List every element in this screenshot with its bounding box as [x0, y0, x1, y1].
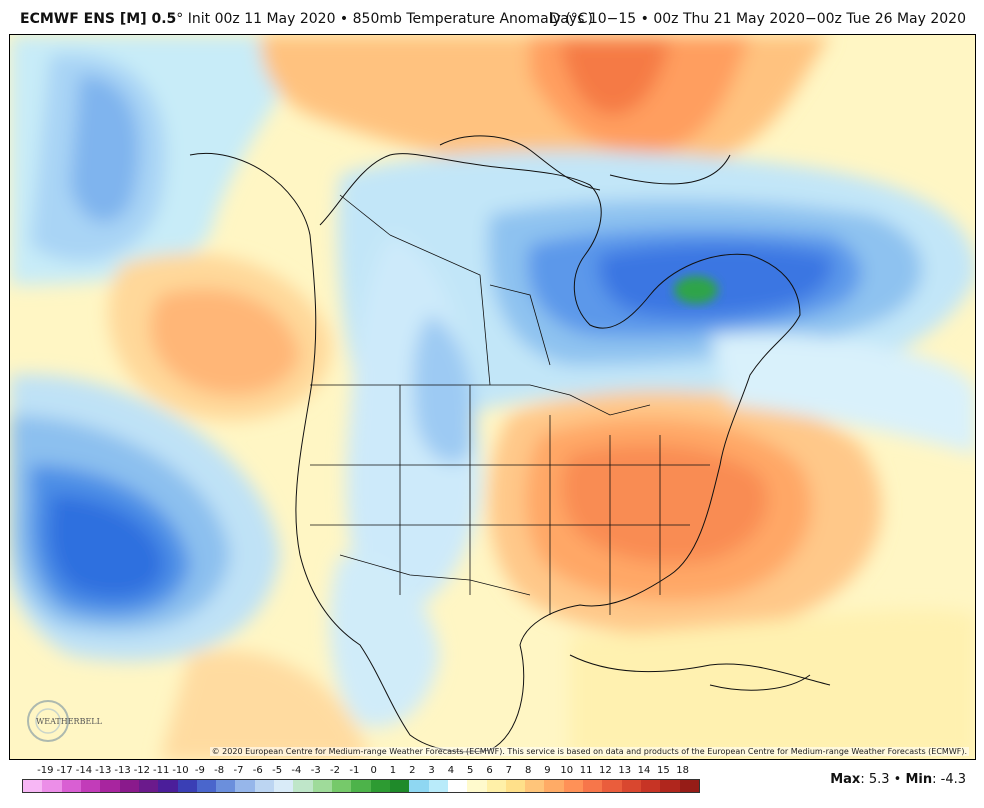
colorbar-swatch: [274, 780, 294, 792]
colorbar-tick-label: -13: [114, 765, 131, 776]
colorbar-swatch: [679, 780, 699, 792]
colorbar-swatch: [370, 780, 390, 792]
colorbar-swatch: [216, 780, 236, 792]
colorbar-tick-label: 4: [447, 765, 455, 776]
colorbar-tick-label: 12: [599, 765, 612, 776]
copyright-notice: © 2020 European Centre for Medium-range …: [209, 747, 969, 756]
colorbar: [22, 779, 700, 793]
map-title: ECMWF ENS [M] 0.5° Init 00z 11 May 2020 …: [20, 11, 593, 27]
min-value: : -4.3: [932, 772, 966, 787]
colorbar-tick-label: -8: [214, 765, 225, 776]
colorbar-swatch: [312, 780, 332, 792]
colorbar-swatch: [544, 780, 564, 792]
colorbar-tick-label: -11: [153, 765, 170, 776]
colorbar-swatch: [332, 780, 352, 792]
colorbar-tick-label: 18: [676, 765, 690, 776]
colorbar-swatch: [525, 780, 545, 792]
colorbar-swatch: [389, 780, 410, 792]
anomaly-fill: [10, 35, 975, 759]
colorbar-swatch: [486, 780, 506, 792]
colorbar-tick-label: -14: [75, 765, 93, 776]
colorbar-swatch: [447, 780, 468, 792]
colorbar-swatch: [505, 780, 526, 792]
colorbar-swatch: [583, 780, 603, 792]
colorbar-tick-label: -3: [310, 765, 321, 776]
political-borders: [310, 194, 710, 615]
colorbar-tick-label: 13: [618, 765, 632, 776]
max-min-stats: Max: 5.3 • Min: -4.3: [830, 772, 966, 787]
colorbar-tick-label: -4: [291, 765, 302, 776]
colorbar-tick-label: 0: [370, 765, 377, 776]
colorbar-swatch: [351, 780, 371, 792]
colorbar-tick-label: 7: [505, 765, 513, 776]
colorbar-tick-label: -12: [133, 765, 151, 776]
colorbar-swatch: [467, 780, 487, 792]
colorbar-swatch: [61, 780, 81, 792]
model-name: ECMWF ENS [M] 0.5: [20, 11, 177, 27]
init-text: Init 00z 11 May 2020 • 850mb Temperature…: [183, 11, 594, 27]
coastlines: [189, 135, 831, 753]
colorbar-swatch: [100, 780, 120, 792]
colorbar-tick-label: -19: [37, 765, 54, 776]
colorbar-tick-label: 15: [656, 765, 670, 776]
colorbar-tick-label: -13: [95, 765, 112, 776]
max-value: : 5.3 •: [860, 772, 906, 787]
colorbar-tick-label: -17: [56, 765, 73, 776]
colorbar-tick-label: -2: [330, 765, 341, 776]
colorbar-tick-label: 9: [544, 765, 551, 776]
colorbar-swatch: [563, 780, 584, 792]
colorbar-swatch: [23, 780, 43, 792]
map-panel: WEATHERBELL © 2020 European Centre for M…: [9, 34, 976, 760]
colorbar-swatch: [641, 780, 661, 792]
valid-period: Days 10−15 • 00z Thu 21 May 2020−00z Tue…: [549, 11, 966, 27]
colorbar-swatch: [80, 780, 101, 792]
max-label: Max: [830, 772, 861, 787]
anomaly-map: [10, 35, 975, 759]
colorbar-tick-label: -7: [233, 765, 244, 776]
colorbar-tick-label: -1: [349, 765, 360, 776]
colorbar-swatch: [138, 780, 159, 792]
colorbar-tick-label: 1: [389, 765, 397, 776]
colorbar-swatch: [293, 780, 313, 792]
colorbar-tick-label: 5: [467, 765, 474, 776]
colorbar-tick-label: -9: [194, 765, 205, 776]
colorbar-swatch: [119, 780, 139, 792]
colorbar-tick-label: -10: [172, 765, 189, 776]
colorbar-swatch: [602, 780, 622, 792]
logo-text: WEATHERBELL: [36, 717, 102, 726]
colorbar-tick-label: 6: [486, 765, 493, 776]
min-label: Min: [905, 772, 933, 787]
colorbar-swatch: [235, 780, 255, 792]
colorbar-swatch: [42, 780, 62, 792]
colorbar-swatch: [621, 780, 641, 792]
colorbar-swatch: [177, 780, 197, 792]
colorbar-tick-label: 11: [579, 765, 593, 776]
colorbar-swatch: [196, 780, 217, 792]
colorbar-tick-label: -6: [252, 765, 263, 776]
colorbar-labels: -19 -17 -14 -13 -13 -12 -11 -10 -9 -8 -7 -6 -5 -4 -3 -2…: [22, 765, 698, 777]
colorbar-tick-label: 8: [524, 765, 532, 776]
colorbar-swatch: [254, 780, 275, 792]
colorbar-tick-label: 14: [637, 765, 651, 776]
colorbar-tick-label: -5: [272, 765, 283, 776]
colorbar-swatch: [409, 780, 429, 792]
colorbar-swatch: [660, 780, 680, 792]
colorbar-tick-label: 10: [560, 765, 574, 776]
hudson-cold-core: [674, 276, 718, 304]
weatherbell-logo: [27, 700, 69, 742]
colorbar-tick-label: 3: [428, 765, 435, 776]
header: ECMWF ENS [M] 0.5° Init 00z 11 May 2020 …: [0, 0, 984, 34]
colorbar-swatch: [158, 780, 178, 792]
colorbar-tick-label: 2: [409, 765, 416, 776]
colorbar-swatch: [428, 780, 448, 792]
degree-symbol: °: [176, 11, 184, 27]
